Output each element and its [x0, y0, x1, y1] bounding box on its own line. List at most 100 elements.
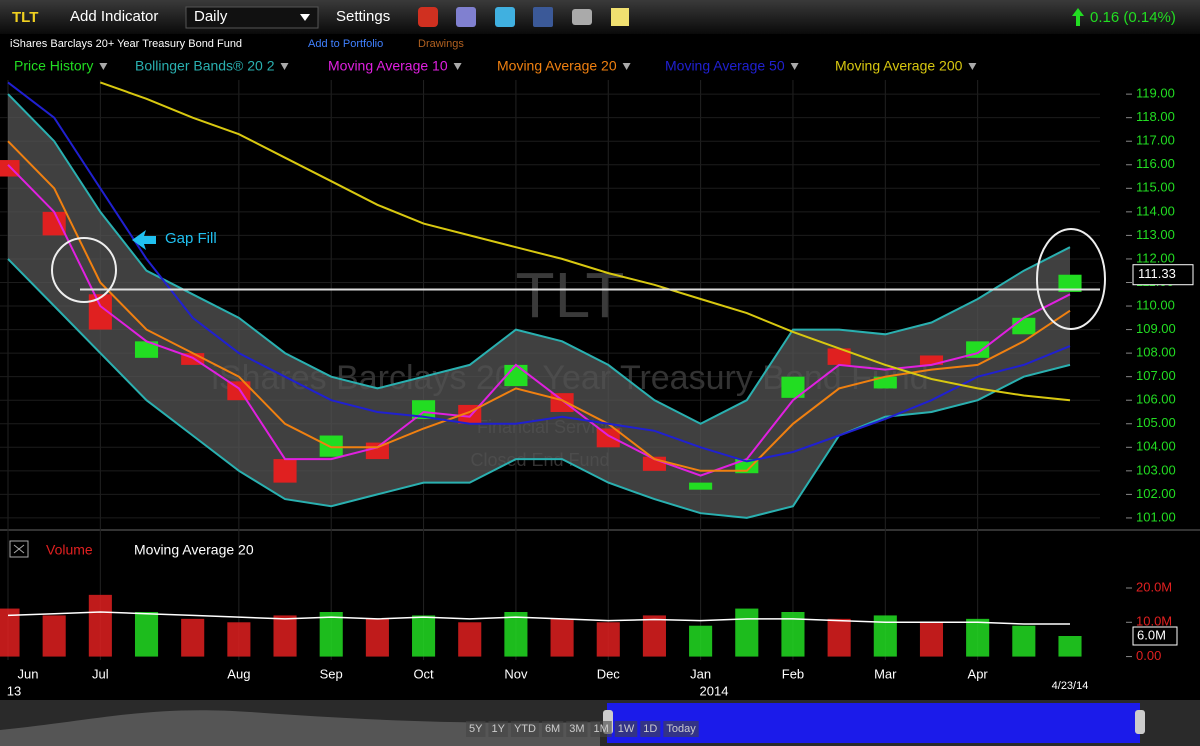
interval[interactable]: Daily: [194, 8, 228, 25]
y-tick-label: 109.00: [1136, 321, 1176, 336]
candle: [504, 364, 528, 387]
last-price: 111.33: [1138, 266, 1176, 281]
candle: [1012, 317, 1036, 335]
interval-select[interactable]: [185, 6, 319, 29]
volume-bar: [504, 612, 528, 657]
volume-legend: Volume: [46, 542, 93, 558]
volume-bar: [273, 615, 297, 657]
highlight-circle: [1036, 228, 1106, 330]
x-tick-label: Sep: [320, 666, 343, 681]
y-tick-label: 115.00: [1136, 180, 1175, 195]
volume-bar: [919, 622, 944, 657]
facebook-icon[interactable]: [533, 7, 553, 27]
twitter-icon[interactable]: [495, 7, 515, 27]
camera-icon[interactable]: [572, 9, 592, 25]
legend-entry[interactable]: Bollinger Bands® 20 2: [135, 58, 275, 74]
range-button[interactable]: 1Y: [491, 723, 505, 735]
legend-entry[interactable]: Moving Average 10: [328, 58, 448, 74]
note-icon[interactable]: [611, 8, 629, 26]
legend-entry[interactable]: Moving Average 200: [835, 58, 963, 74]
add-to-portfolio[interactable]: Add to Portfolio: [308, 38, 383, 50]
x-tick-label: Apr: [968, 666, 989, 681]
y-tick-label: 107.00: [1136, 368, 1176, 383]
toolbar: [0, 0, 1200, 34]
chart-layer: 101.00 102.00 103.00 104.00 105.00 106.00 107.…: [0, 58, 1194, 737]
range-button[interactable]: 5Y: [469, 723, 483, 735]
drawings[interactable]: Drawings: [418, 38, 464, 50]
fund-name: iShares Barclays 20+ Year Treasury Bond …: [10, 38, 242, 50]
y-tick-label: 101.00: [1136, 509, 1176, 524]
moving-average: [7, 140, 1071, 472]
volume-bar: [181, 618, 205, 657]
range-button[interactable]: 6M: [545, 723, 560, 735]
x-tick-label: Jan: [690, 666, 711, 681]
range-button-box[interactable]: [640, 721, 661, 737]
range-button[interactable]: 1M: [594, 723, 609, 735]
candle: [781, 376, 805, 398]
x-tick-label: Jun: [18, 666, 39, 681]
candle: [134, 341, 159, 358]
y-tick-label: 106.00: [1136, 392, 1176, 407]
candle: [735, 459, 759, 474]
range-button[interactable]: 3M: [569, 723, 584, 735]
add-indicator[interactable]: Add Indicator: [70, 8, 158, 25]
range-button-box[interactable]: [614, 721, 638, 737]
x-tick-label: Oct: [413, 666, 434, 681]
dropdown-arrow: [300, 14, 310, 21]
volume-bar: [0, 608, 20, 657]
volume-bar: [88, 594, 112, 657]
volume-bar: [550, 618, 574, 657]
range-button[interactable]: YTD: [514, 723, 536, 735]
range-button-box[interactable]: [541, 721, 564, 737]
candle: [273, 459, 297, 483]
candle: [42, 211, 66, 236]
date-label: 4/23/14: [1052, 680, 1089, 692]
symbol[interactable]: TLT: [12, 9, 38, 26]
range-button-box[interactable]: [590, 721, 612, 737]
range-button[interactable]: 1D: [643, 723, 657, 735]
up-arrow: [1072, 8, 1084, 26]
legend-entry[interactable]: Price History: [14, 58, 93, 74]
settings[interactable]: Settings: [336, 8, 390, 25]
volume-bar: [227, 622, 251, 657]
price-change: 0.16 (0.14%): [1090, 9, 1176, 26]
range-button[interactable]: 1W: [618, 723, 635, 735]
range-button-box[interactable]: [488, 721, 508, 737]
y-tick-label: 10.0M: [1136, 614, 1172, 629]
close-x: [13, 544, 25, 554]
moving-average: [7, 81, 1071, 463]
range-button[interactable]: Today: [666, 723, 696, 735]
legend-dropdown: [968, 63, 977, 70]
legend-dropdown: [790, 63, 799, 70]
volume-bar: [319, 612, 343, 657]
legend-entry[interactable]: Moving Average 20: [497, 58, 617, 74]
highlight-circle: [51, 237, 117, 303]
y-tick-label: 0.00: [1136, 648, 1161, 663]
navigator-handle[interactable]: [1135, 710, 1145, 734]
y-tick-label: 110.00: [1136, 297, 1175, 312]
y-tick-label: 113.00: [1136, 227, 1175, 242]
alarm-icon[interactable]: [418, 7, 438, 27]
candle: [412, 400, 436, 420]
range-button-box[interactable]: [510, 721, 539, 737]
range-button-box[interactable]: [466, 721, 486, 737]
close-box[interactable]: [9, 540, 29, 558]
volume-bar: [642, 615, 666, 657]
x-tick-label: Jul: [92, 666, 109, 681]
volume-ma: [7, 611, 1070, 625]
moving-average: [99, 81, 1071, 402]
range-button-box[interactable]: [663, 721, 699, 737]
y-tick-label: 116.00: [1136, 156, 1175, 171]
volume-bar: [827, 618, 851, 657]
volume-bar: [365, 618, 389, 657]
annotation-arrow: [132, 230, 156, 250]
candle: [88, 294, 112, 330]
range-button-box[interactable]: [566, 721, 588, 737]
y-tick-label: 118.00: [1136, 109, 1175, 124]
legend-entry[interactable]: Moving Average 50: [665, 58, 785, 74]
compare-icon[interactable]: [456, 7, 476, 27]
annotation: Gap Fill: [165, 230, 217, 247]
y-tick-label: 114.00: [1136, 203, 1175, 218]
volume-bar: [1058, 636, 1082, 657]
